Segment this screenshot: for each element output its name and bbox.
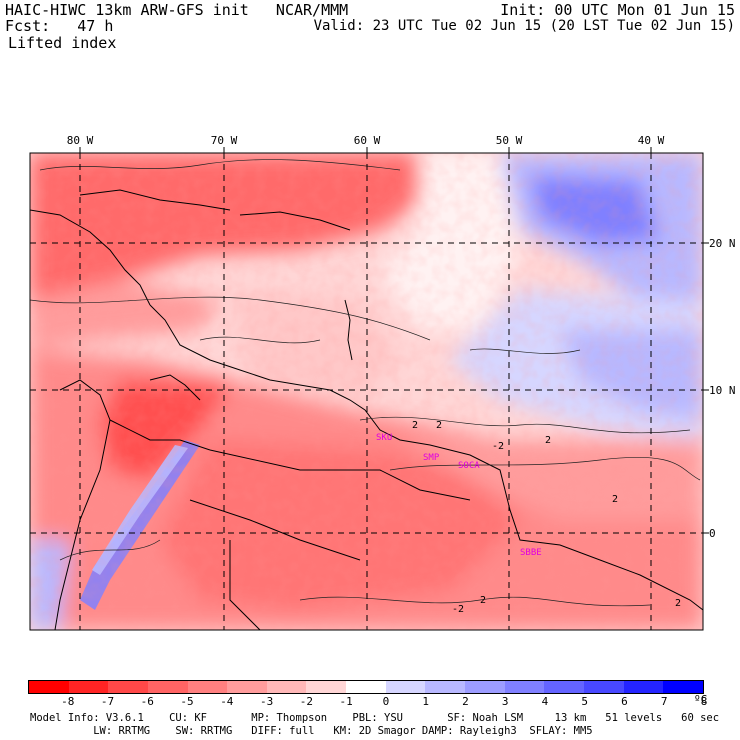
- station-label: SBBE: [520, 548, 542, 558]
- station-label: SKU: [376, 433, 392, 443]
- color-scale-label: -6: [140, 695, 154, 708]
- color-swatch: [425, 681, 466, 693]
- station-label: SOCA: [458, 461, 480, 471]
- color-swatch: [147, 681, 188, 693]
- color-scale-bar: [28, 680, 704, 694]
- lat-label: 0: [709, 527, 716, 540]
- contour-label: 2: [480, 595, 486, 606]
- color-scale-label: 0: [382, 695, 390, 708]
- color-scale-label: 8: [700, 695, 708, 708]
- color-scale-label: 7: [660, 695, 668, 708]
- ticks: [79, 147, 709, 534]
- color-scale-label: -7: [100, 695, 115, 708]
- color-swatch: [227, 681, 267, 693]
- color-swatch: [346, 681, 386, 693]
- color-scale-label: 3: [501, 695, 509, 708]
- color-scale-label: 5: [581, 695, 589, 708]
- forecast-hour: Fcst: 47 h: [5, 17, 114, 35]
- model-info-line1: Model Info: V3.6.1 CU: KF MP: Thompson P…: [30, 712, 720, 724]
- color-scale-label: -2: [299, 695, 313, 708]
- contour-label: 2: [545, 435, 551, 446]
- coastlines: [30, 189, 703, 630]
- graticule: [30, 153, 703, 630]
- color-swatch: [306, 681, 347, 693]
- contour-label: 2: [436, 420, 442, 431]
- color-scale-label: -4: [220, 695, 234, 708]
- color-swatch: [266, 681, 307, 693]
- color-swatch: [504, 681, 545, 693]
- color-scale-label: 2: [462, 695, 469, 708]
- color-swatch: [68, 681, 109, 693]
- init-time: Init: 00 UTC Mon 01 Jun 15: [500, 1, 735, 19]
- contour-labels: 2 2 -2 2 2 -2 2 2: [412, 420, 681, 615]
- color-scale-label: -1: [339, 695, 353, 708]
- lat-labels: 20 N 10 N 0: [709, 237, 736, 540]
- color-scale-label: -8: [61, 695, 75, 708]
- contour-label: 2: [612, 494, 618, 505]
- contour-label: 2: [675, 598, 681, 609]
- lon-label: 50 W: [496, 134, 523, 147]
- lon-label: 70 W: [211, 134, 238, 147]
- contour-label: -2: [452, 604, 464, 615]
- lat-label: 20 N: [709, 237, 736, 250]
- lon-labels: 80 W 70 W 60 W 50 W 40 W: [67, 134, 665, 147]
- color-swatch: [583, 681, 624, 693]
- valid-time: Valid: 23 UTC Tue 02 Jun 15 (20 LST Tue …: [313, 18, 735, 34]
- field-name: Lifted index: [8, 34, 117, 52]
- lon-label: 80 W: [67, 134, 94, 147]
- color-scale-labels: -8 -7 -6 -5 -4 -3 -2 -1 0 1 2 3 4 5 6 7 8: [28, 695, 707, 709]
- lon-label: 40 W: [638, 134, 665, 147]
- color-swatch: [385, 681, 426, 693]
- color-swatch: [544, 681, 584, 693]
- contour-label: 2: [412, 420, 418, 431]
- color-swatch: [465, 681, 505, 693]
- color-scale-label: 1: [422, 695, 429, 708]
- color-swatch: [29, 681, 69, 693]
- station-labels: SKU SMP SOCA SBBE: [376, 433, 542, 558]
- model-info-line2: LW: RRTMG SW: RRTMG DIFF: full KM: 2D Sm…: [30, 725, 593, 737]
- color-scale-label: -5: [180, 695, 194, 708]
- unit-label: ºC: [694, 693, 708, 706]
- color-swatch: [108, 681, 148, 693]
- color-swatch: [663, 681, 703, 693]
- color-swatch: [187, 681, 228, 693]
- color-swatch: [623, 681, 664, 693]
- contour-label: -2: [492, 441, 504, 452]
- color-scale-label: 4: [541, 695, 549, 708]
- contours: [30, 159, 701, 607]
- color-scale-label: 6: [621, 695, 628, 708]
- station-label: SMP: [423, 453, 440, 463]
- color-scale-label: -3: [259, 695, 274, 708]
- lat-label: 10 N: [709, 384, 736, 397]
- model-title: HAIC-HIWC 13km ARW-GFS init NCAR/MMM: [5, 1, 349, 19]
- lon-label: 60 W: [354, 134, 381, 147]
